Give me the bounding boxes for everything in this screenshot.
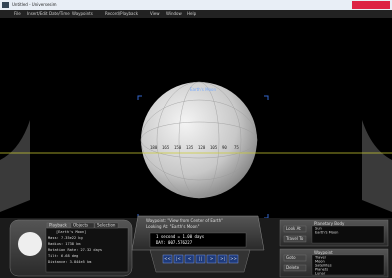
menu-item[interactable]: Record/Playback <box>105 11 139 16</box>
longitude-label: 90 <box>222 145 227 150</box>
window-title: Untitled - Universesim <box>12 2 57 7</box>
title-bar <box>0 0 392 10</box>
panel-button-label: Travel To <box>285 236 304 241</box>
app-window: Untitled - Universesim File Insert/EditDa… <box>0 0 392 278</box>
panel-tab-label: Playback <box>49 223 68 228</box>
panel-tab-label: Selection <box>97 223 116 228</box>
menu-item[interactable]: Window <box>166 11 183 16</box>
day-counter: DAY: 007.576227 <box>156 240 193 245</box>
info-line: Radius: 1738 km <box>48 242 80 246</box>
control-label: >> <box>230 256 237 261</box>
control-label: || <box>199 256 202 261</box>
object-thumbnail <box>18 232 42 256</box>
control-label: < <box>188 256 191 261</box>
longitude-label: 165 <box>162 145 170 150</box>
info-line: [Earth's Moon] <box>56 230 86 234</box>
target-label: Earth's Moon <box>190 87 217 92</box>
control-label: << <box>164 256 171 261</box>
list-box <box>312 226 384 243</box>
app-icon <box>2 2 9 8</box>
longitude-label: 105 <box>210 145 218 150</box>
moon-sphere <box>141 82 257 198</box>
info-line: Rotation Rate: 27.32 days <box>48 248 102 252</box>
menu-item[interactable]: Insert/Edit <box>27 11 48 16</box>
longitude-label: 135 <box>186 145 194 150</box>
looking-at: Looking At: "Earth's Moon" <box>146 224 200 229</box>
panel-button-label: Goto <box>286 255 296 260</box>
menu-item[interactable]: Help <box>187 11 197 16</box>
panel-button-label: Look At <box>286 226 301 231</box>
page: Untitled - Universesim File Insert/EditDa… <box>0 0 392 278</box>
waypoint-status: Waypoint: "View from Center of Earth" <box>146 218 223 223</box>
control-label: |< <box>176 256 181 261</box>
menu-item[interactable]: View <box>150 11 160 16</box>
info-line: Tilt: 6.68 deg <box>48 254 78 258</box>
time-rate: 1 second = 1.00 days <box>156 234 205 239</box>
info-line: Distance: 3.844e5 km <box>48 260 91 264</box>
longitude-label: 75 <box>234 145 239 150</box>
control-label: > <box>210 256 213 261</box>
window-buttons[interactable] <box>352 1 390 9</box>
list-item[interactable]: Lunar <box>315 272 326 276</box>
body-panel-title: Planetary Body <box>314 221 345 226</box>
menu-item[interactable]: File <box>14 11 21 16</box>
info-line: Mass: 7.35e22 kg <box>48 236 83 240</box>
waypoint-panel-title: Waypoint <box>314 250 333 255</box>
longitude-label: 150 <box>174 145 182 150</box>
control-label: >| <box>220 256 225 261</box>
menu-item[interactable]: Date/Time <box>49 11 70 16</box>
panel-tab-label: Objects <box>73 223 88 228</box>
longitude-label: 120 <box>198 145 206 150</box>
list-item[interactable]: Earth's Moon <box>315 231 338 235</box>
menu-item[interactable]: Waypoints <box>72 11 93 16</box>
panel-button-label: Delete <box>286 265 300 270</box>
longitude-label: 180 <box>150 145 158 150</box>
